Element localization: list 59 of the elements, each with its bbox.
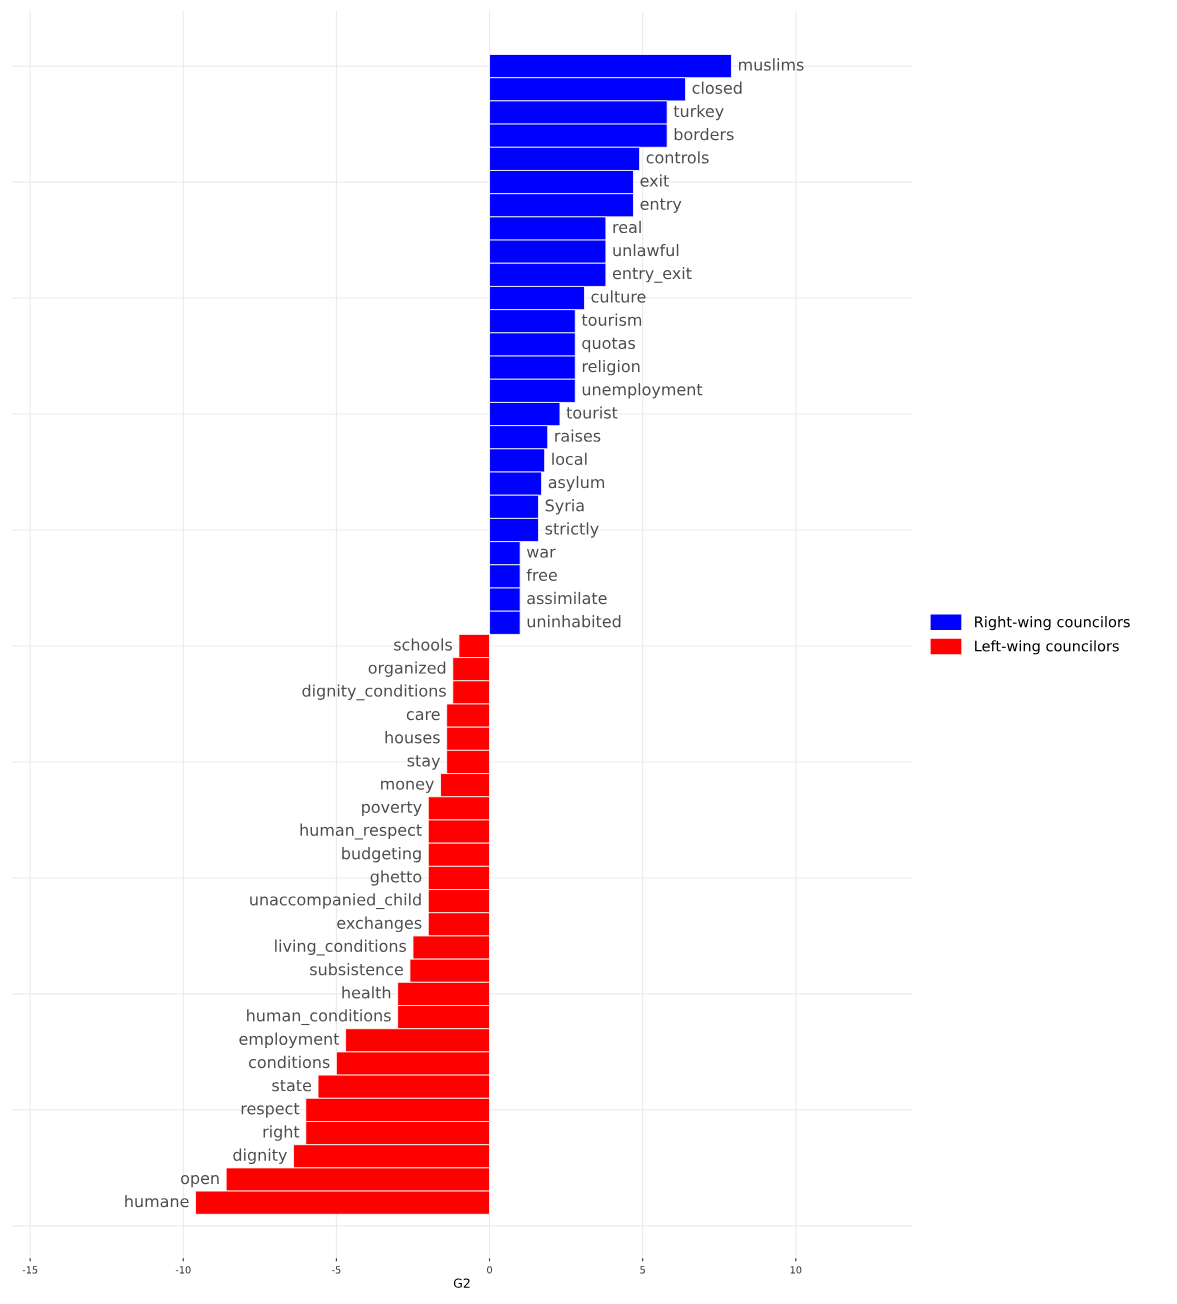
x-tick-label: -15 — [22, 1266, 38, 1274]
y-tick-label: real — [613, 220, 641, 234]
y-tick-label: care — [406, 711, 440, 721]
y-tick-label: exchanges — [337, 916, 422, 933]
y-tick-label: employment — [239, 1032, 340, 1049]
y-tick-label: tourist — [566, 406, 618, 419]
y-tick-label: entry_exit — [612, 266, 692, 283]
x-tick-label: -10 — [175, 1266, 191, 1274]
y-tick-label: conditions — [248, 1055, 330, 1069]
x-tick-label: -5 — [332, 1266, 341, 1274]
y-tick-label: money — [381, 780, 434, 793]
y-tick-label: state — [272, 1079, 312, 1092]
y-tick-label: borders — [674, 127, 734, 141]
y-tick-label: houses — [385, 731, 440, 744]
y-tick-label: humane — [125, 1194, 189, 1208]
y-tick-label: poverty — [362, 801, 422, 817]
y-tick-label: living_conditions — [275, 939, 407, 956]
y-tick-label: organized — [368, 661, 446, 677]
y-tick-label: assimilate — [527, 591, 607, 605]
y-tick-label: uninhabited — [527, 615, 621, 628]
legend-label: Right-wing councilors — [975, 616, 1130, 631]
y-tick-label: turkey — [673, 104, 724, 121]
y-tick-label: unemployment — [582, 383, 703, 399]
y-tick-label: strictly — [545, 522, 599, 538]
y-tick-label: Syria — [545, 499, 584, 515]
y-tick-label: schools — [394, 638, 453, 651]
y-tick-label: ghetto — [370, 870, 422, 886]
x-axis-title: G2 — [453, 1278, 470, 1288]
y-tick-label: right — [263, 1125, 300, 1141]
y-tick-label: dignity_conditions — [302, 684, 446, 701]
y-tick-label: raises — [555, 429, 601, 442]
y-tick-label: human_respect — [300, 823, 422, 840]
x-tick-label: 5 — [640, 1266, 645, 1274]
y-tick-label: budgeting — [342, 847, 421, 863]
y-tick-label: quotas — [582, 337, 636, 353]
legend-label: Left-wing councilors — [975, 640, 1119, 655]
x-tick-label: 0 — [487, 1266, 492, 1274]
x-tick-label: 10 — [790, 1266, 802, 1274]
y-tick-label: subsistence — [310, 963, 403, 976]
y-tick-label: closed — [692, 81, 742, 94]
y-tick-label: free — [526, 568, 557, 582]
y-tick-label: culture — [591, 290, 646, 303]
y-tick-label: muslims — [739, 58, 804, 71]
y-tick-label: human_conditions — [247, 1009, 391, 1026]
y-tick-label: local — [552, 452, 587, 466]
y-tick-label: controls — [646, 151, 709, 164]
y-tick-label: religion — [582, 359, 640, 376]
y-tick-label: open — [181, 1174, 219, 1188]
y-tick-label: health — [342, 986, 391, 999]
y-tick-label: dignity — [233, 1148, 287, 1165]
y-tick-label: tourism — [581, 313, 642, 326]
y-tick-label: war — [526, 548, 556, 558]
y-tick-label: unaccompanied_child — [250, 893, 421, 910]
y-tick-label: entry — [640, 198, 682, 213]
y-tick-label: exit — [640, 174, 669, 187]
y-tick-label: asylum — [548, 475, 605, 492]
y-tick-label: stay — [407, 755, 441, 770]
y-tick-label: unlawful — [613, 243, 679, 257]
y-tick-label: respect — [241, 1103, 300, 1118]
